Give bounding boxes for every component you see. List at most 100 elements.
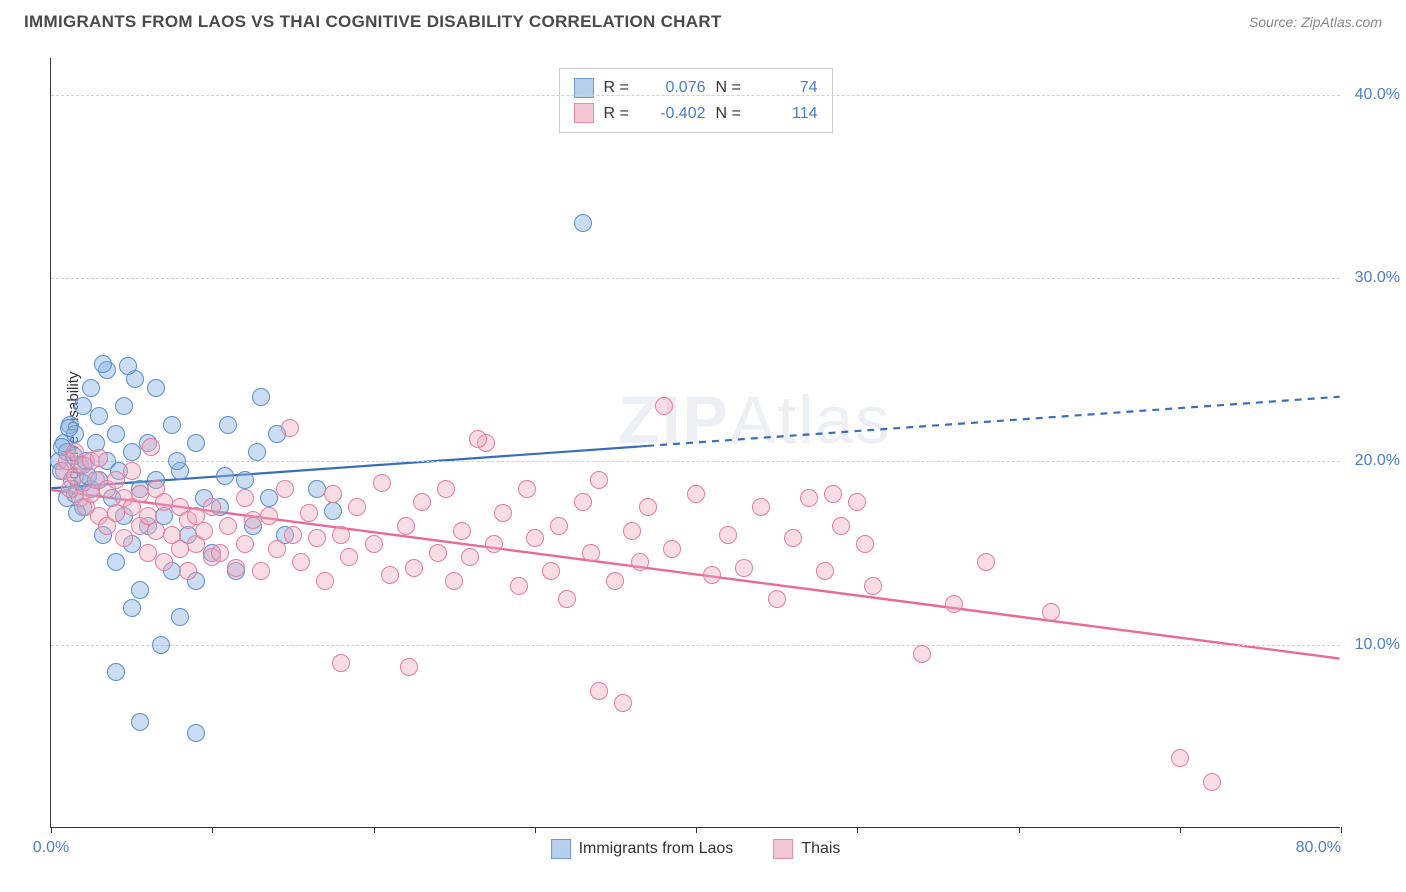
data-point-thais bbox=[735, 559, 753, 577]
data-point-thais bbox=[90, 449, 108, 467]
data-point-thais bbox=[400, 658, 418, 676]
data-point-thais bbox=[800, 489, 818, 507]
data-point-thais bbox=[784, 529, 802, 547]
data-point-thais bbox=[147, 522, 165, 540]
data-point-thais bbox=[252, 562, 270, 580]
y-tick-label: 10.0% bbox=[1355, 636, 1400, 654]
data-point-thais bbox=[284, 526, 302, 544]
x-tick-mark bbox=[1019, 827, 1020, 833]
data-point-laos bbox=[115, 397, 133, 415]
gridline bbox=[51, 645, 1340, 646]
stat-n-value: 74 bbox=[758, 75, 818, 101]
y-tick-label: 30.0% bbox=[1355, 269, 1400, 287]
data-point-thais bbox=[211, 544, 229, 562]
data-point-thais bbox=[526, 529, 544, 547]
data-point-thais bbox=[332, 654, 350, 672]
x-tick-label: 80.0% bbox=[1296, 839, 1341, 857]
stats-legend: R =0.076N =74R =-0.402N =114 bbox=[559, 68, 833, 133]
data-point-laos bbox=[94, 355, 112, 373]
gridline bbox=[51, 278, 1340, 279]
data-point-thais bbox=[631, 553, 649, 571]
data-point-laos bbox=[82, 379, 100, 397]
data-point-thais bbox=[494, 504, 512, 522]
data-point-laos bbox=[168, 452, 186, 470]
data-point-thais bbox=[582, 544, 600, 562]
data-point-thais bbox=[445, 572, 463, 590]
data-point-thais bbox=[397, 517, 415, 535]
legend-swatch bbox=[773, 839, 793, 859]
data-point-thais bbox=[1171, 749, 1189, 767]
data-point-thais bbox=[316, 572, 334, 590]
data-point-thais bbox=[281, 419, 299, 437]
data-point-laos bbox=[119, 357, 137, 375]
data-point-thais bbox=[227, 559, 245, 577]
x-tick-mark bbox=[857, 827, 858, 833]
data-point-thais bbox=[115, 529, 133, 547]
y-tick-label: 20.0% bbox=[1355, 452, 1400, 470]
data-point-thais bbox=[719, 526, 737, 544]
data-point-laos bbox=[187, 434, 205, 452]
data-point-thais bbox=[276, 480, 294, 498]
data-point-thais bbox=[752, 498, 770, 516]
data-point-laos bbox=[147, 379, 165, 397]
data-point-thais bbox=[848, 493, 866, 511]
stat-r-value: 0.076 bbox=[646, 75, 706, 101]
legend-label: Thais bbox=[801, 840, 840, 858]
data-point-thais bbox=[856, 535, 874, 553]
data-point-laos bbox=[152, 636, 170, 654]
data-point-thais bbox=[977, 553, 995, 571]
data-point-laos bbox=[131, 581, 149, 599]
data-point-laos bbox=[574, 214, 592, 232]
x-tick-label: 0.0% bbox=[33, 839, 69, 857]
stats-row-laos: R =0.076N =74 bbox=[574, 75, 818, 101]
data-point-thais bbox=[913, 645, 931, 663]
data-point-thais bbox=[614, 694, 632, 712]
data-point-thais bbox=[155, 553, 173, 571]
data-point-thais bbox=[590, 471, 608, 489]
data-point-laos bbox=[107, 425, 125, 443]
data-point-thais bbox=[381, 566, 399, 584]
data-point-thais bbox=[832, 517, 850, 535]
x-tick-mark bbox=[1180, 827, 1181, 833]
watermark: ZIPAtlas bbox=[618, 381, 891, 459]
data-point-thais bbox=[590, 682, 608, 700]
data-point-laos bbox=[236, 471, 254, 489]
data-point-laos bbox=[187, 724, 205, 742]
data-point-laos bbox=[107, 553, 125, 571]
data-point-thais bbox=[510, 577, 528, 595]
data-point-thais bbox=[324, 485, 342, 503]
data-point-laos bbox=[219, 416, 237, 434]
series-legend: Immigrants from LaosThais bbox=[551, 839, 841, 859]
data-point-thais bbox=[340, 548, 358, 566]
data-point-thais bbox=[655, 397, 673, 415]
data-point-laos bbox=[171, 608, 189, 626]
data-point-thais bbox=[260, 507, 278, 525]
data-point-thais bbox=[332, 526, 350, 544]
data-point-thais bbox=[663, 540, 681, 558]
data-point-laos bbox=[248, 443, 266, 461]
data-point-laos bbox=[252, 388, 270, 406]
stat-r-label: R = bbox=[604, 101, 636, 127]
data-point-thais bbox=[437, 480, 455, 498]
data-point-laos bbox=[60, 419, 78, 437]
data-point-laos bbox=[107, 663, 125, 681]
data-point-laos bbox=[74, 397, 92, 415]
data-point-thais bbox=[1042, 603, 1060, 621]
x-tick-mark bbox=[535, 827, 536, 833]
data-point-laos bbox=[260, 489, 278, 507]
data-point-thais bbox=[1203, 773, 1221, 791]
chart-container: Cognitive Disability ZIPAtlas R =0.076N … bbox=[50, 50, 1340, 820]
data-point-thais bbox=[461, 548, 479, 566]
data-point-laos bbox=[216, 467, 234, 485]
data-point-thais bbox=[348, 498, 366, 516]
data-point-thais bbox=[542, 562, 560, 580]
data-point-thais bbox=[945, 595, 963, 613]
data-point-laos bbox=[163, 416, 181, 434]
stat-n-label: N = bbox=[716, 75, 748, 101]
data-point-thais bbox=[195, 522, 213, 540]
data-point-thais bbox=[469, 430, 487, 448]
data-point-thais bbox=[558, 590, 576, 608]
data-point-thais bbox=[107, 471, 125, 489]
data-point-thais bbox=[518, 480, 536, 498]
data-point-thais bbox=[219, 517, 237, 535]
